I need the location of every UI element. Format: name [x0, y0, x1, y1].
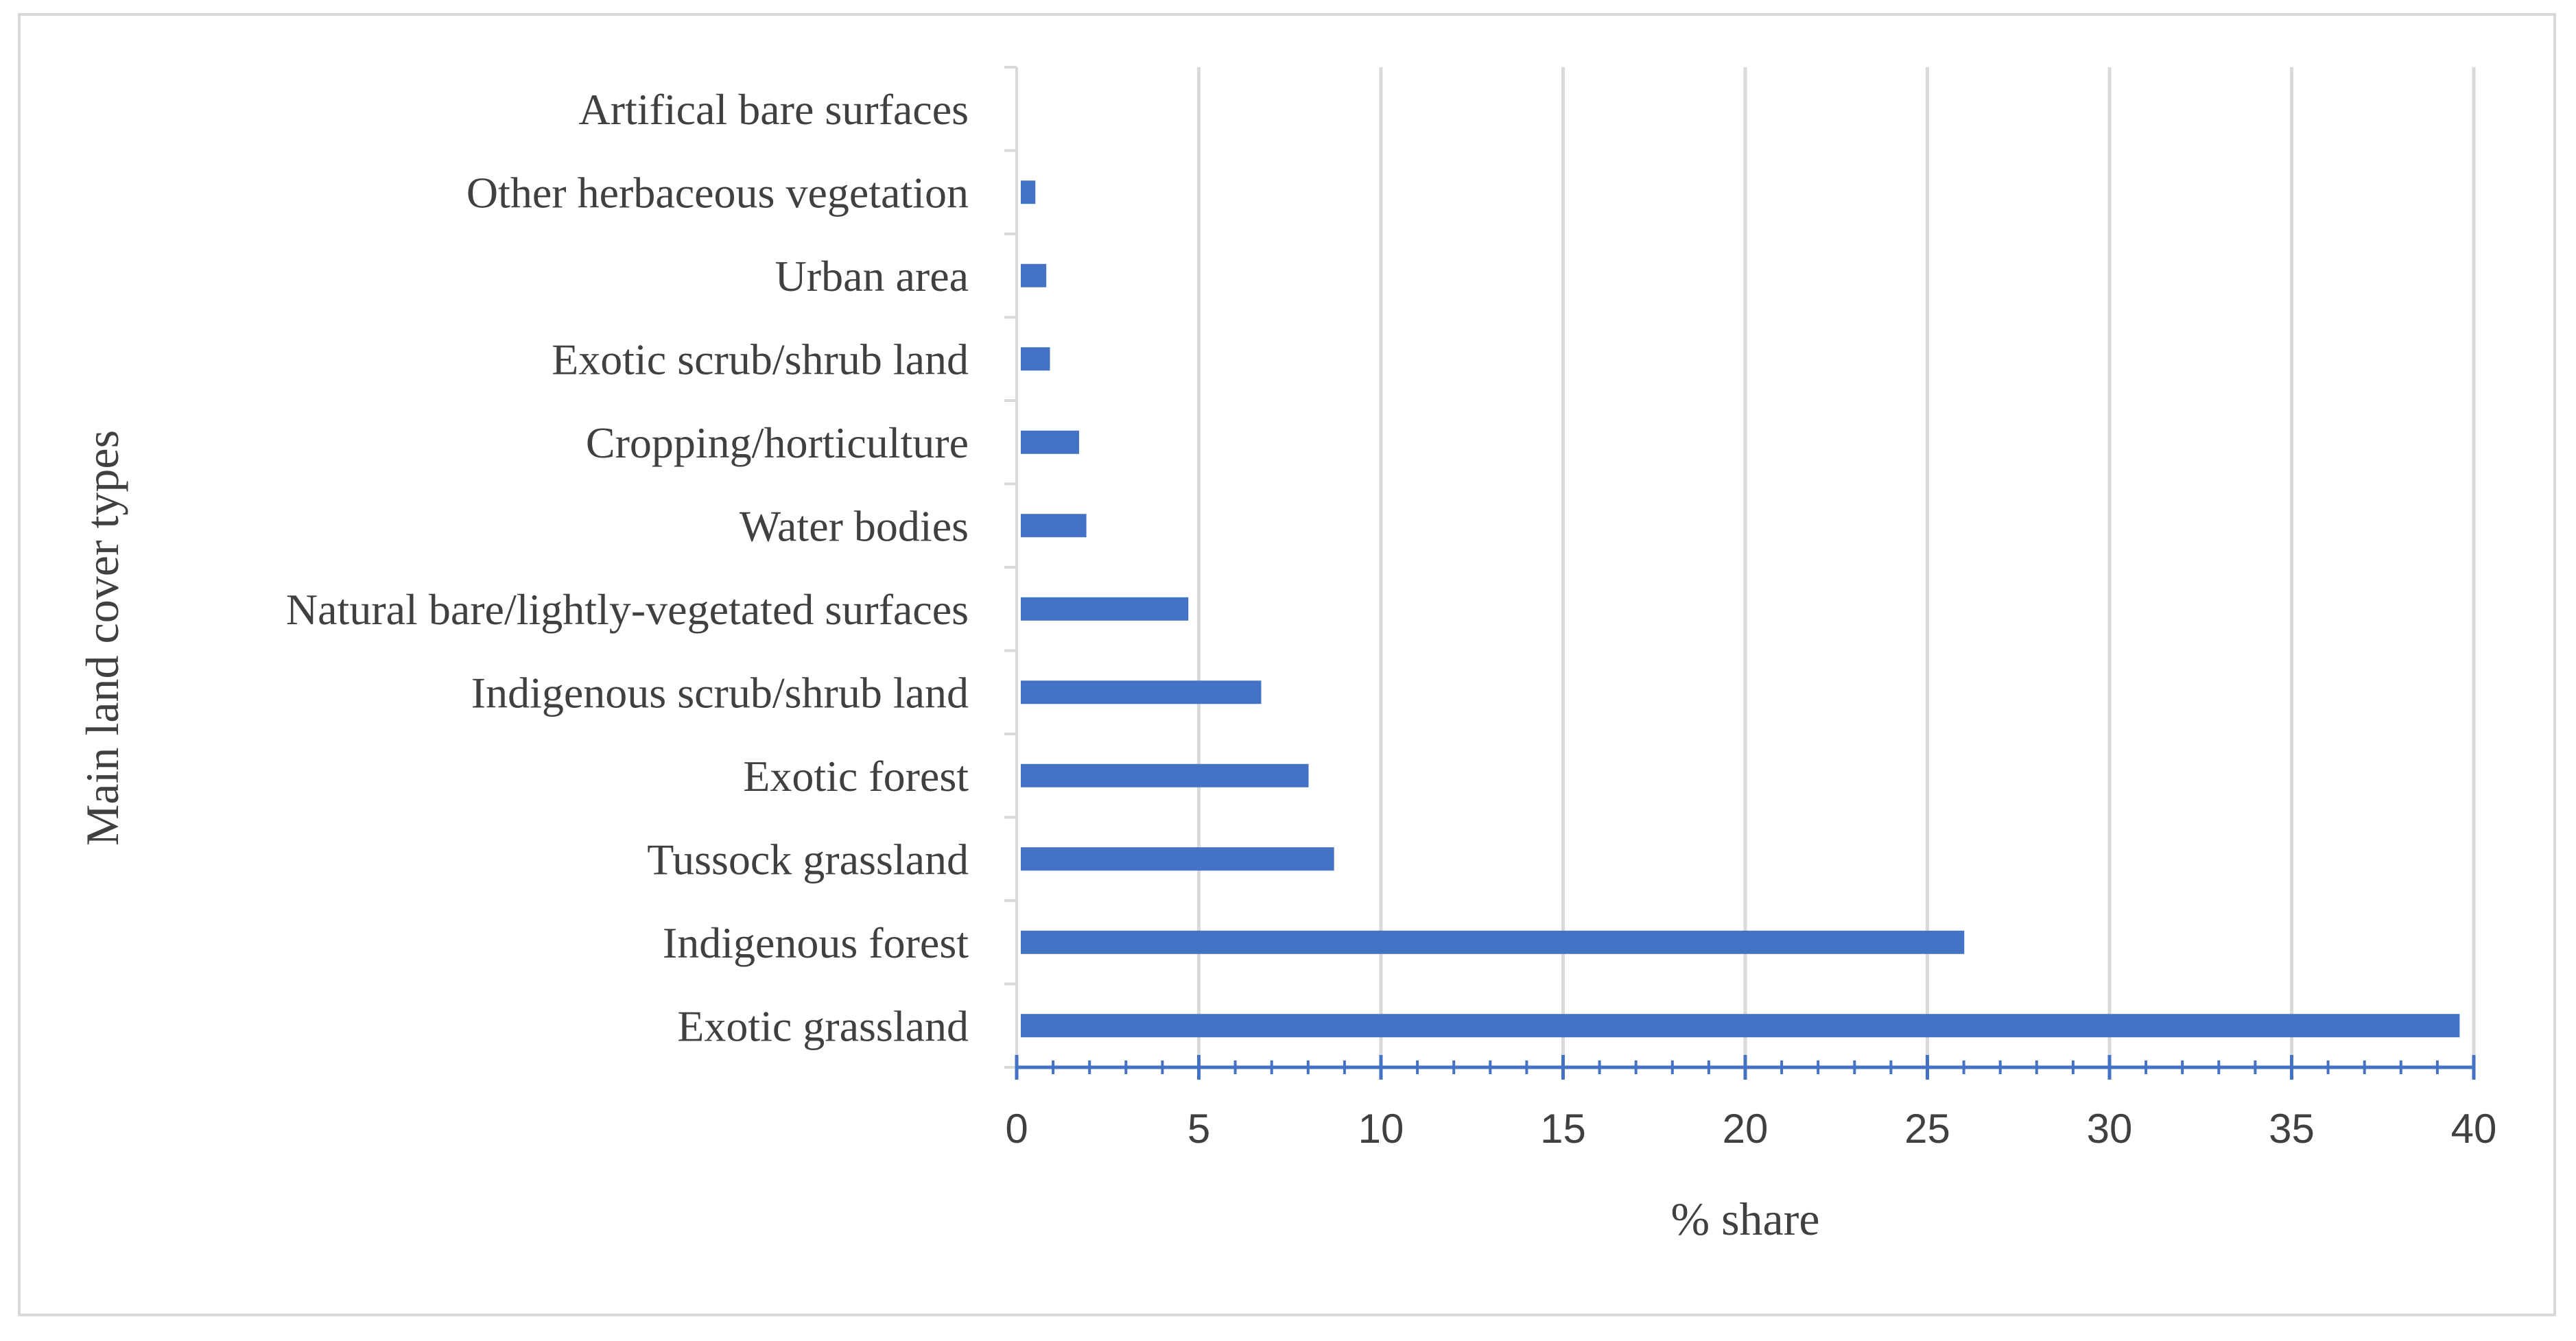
x-tick-label: 35 [2269, 1106, 2315, 1152]
labels: Exotic grassland Indigenous forest Tussock… [286, 85, 2496, 1152]
category-label: Urban area [775, 252, 969, 300]
x-tick-label: 0 [1005, 1106, 1028, 1152]
bar-4 [1021, 763, 1309, 787]
bar-5 [1021, 680, 1262, 704]
bar-9 [1021, 347, 1050, 371]
category-label: Tussock grassland [647, 835, 969, 883]
bar-11 [1021, 180, 1036, 204]
x-tick-label: 30 [2087, 1106, 2133, 1152]
bar-2 [1021, 930, 1965, 954]
x-tick-label: 40 [2451, 1106, 2497, 1152]
chart-frame [18, 13, 2556, 1316]
category-label: Indigenous forest [663, 918, 969, 967]
category-label: Artifical bare surfaces [578, 85, 969, 134]
bar-7 [1021, 514, 1087, 538]
bar-10 [1021, 263, 1047, 287]
x-tick-label: 15 [1540, 1106, 1586, 1152]
x-axis-title: % share [1670, 1193, 1819, 1245]
bars [1021, 180, 2460, 1038]
category-label: Exotic grassland [677, 1001, 969, 1050]
bar-3 [1021, 847, 1334, 871]
x-tick-label: 5 [1187, 1106, 1210, 1152]
bar-8 [1021, 430, 1079, 454]
bar-1 [1021, 1014, 2460, 1038]
category-label: Cropping/horticulture [586, 418, 969, 467]
category-label: Exotic forest [743, 752, 969, 800]
category-label: Natural bare/lightly-vegetated surfaces [286, 585, 969, 634]
y-axis-title: Main land cover types [76, 430, 128, 846]
bar-6 [1021, 597, 1189, 621]
category-label: Water bodies [740, 501, 969, 550]
x-axis [1015, 1055, 2476, 1080]
category-label: Other herbaceous vegetation [466, 168, 969, 217]
category-label: Exotic scrub/shrub land [552, 335, 969, 383]
category-label: Indigenous scrub/shrub land [471, 668, 969, 717]
x-tick-label: 20 [1723, 1106, 1769, 1152]
gridlines [1004, 66, 2476, 1069]
x-tick-label: 25 [1904, 1106, 1950, 1152]
x-tick-label: 10 [1358, 1106, 1404, 1152]
